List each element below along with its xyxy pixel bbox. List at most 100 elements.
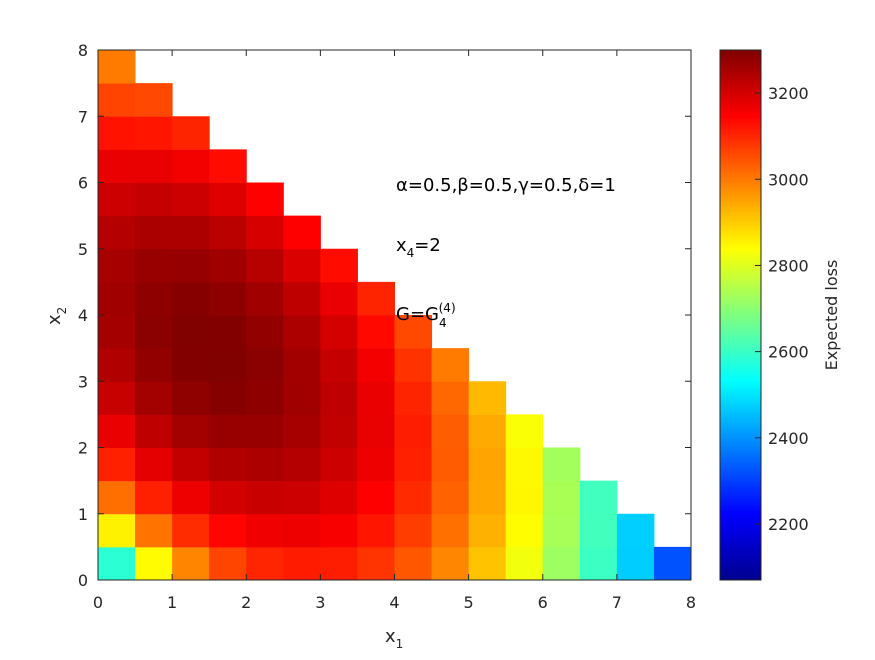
heatmap-cell: [394, 381, 433, 415]
heatmap-cell: [172, 116, 210, 150]
heatmap-cell: [579, 480, 618, 515]
heatmap-cell: [135, 215, 173, 250]
heatmap-cell: [579, 513, 618, 548]
y-tick-label: 4: [78, 306, 88, 325]
heatmap-cell: [283, 248, 321, 283]
heatmap-cell: [98, 281, 136, 316]
heatmap-cell: [209, 281, 247, 316]
heatmap-cell: [209, 480, 247, 515]
heatmap-cell: [542, 447, 581, 482]
heatmap-cell: [505, 414, 544, 448]
heatmap-cell: [246, 381, 284, 415]
heatmap-cell: [172, 381, 210, 415]
heatmap-cell: [98, 381, 136, 415]
heatmap-cell: [616, 513, 655, 548]
heatmap-cell: [357, 315, 395, 349]
heatmap-cell: [172, 281, 210, 316]
y-axis-label: x2: [44, 307, 69, 325]
heatmap-cell: [431, 513, 470, 548]
colorbar-tick-label: 2400: [768, 429, 809, 448]
colorbar-tick-label: 3000: [768, 170, 809, 189]
heatmap-cell: [98, 447, 136, 482]
heatmap-cell: [172, 513, 210, 548]
heatmap: [98, 50, 692, 581]
heatmap-cell: [98, 50, 136, 84]
heatmap-cell: [357, 546, 395, 581]
heatmap-cell: [98, 149, 136, 183]
heatmap-cell: [172, 348, 210, 382]
heatmap-cell: [542, 480, 581, 515]
heatmap-cell: [320, 281, 358, 316]
heatmap-cell: [431, 447, 470, 482]
heatmap-cell: [468, 546, 507, 581]
heatmap-cell: [209, 182, 247, 217]
heatmap-cell: [246, 513, 284, 548]
heatmap-cell: [98, 83, 136, 117]
heatmap-cell: [246, 447, 284, 482]
colorbar-tick-label: 2600: [768, 343, 809, 362]
y-tick-label: 3: [78, 372, 88, 391]
y-tick-label: 7: [78, 107, 88, 126]
heatmap-cell: [209, 414, 247, 448]
x-tick-label: 8: [686, 593, 696, 612]
heatmap-cell: [394, 315, 433, 349]
heatmap-cell: [135, 414, 173, 448]
heatmap-cell: [542, 546, 581, 581]
heatmap-cell: [135, 480, 173, 515]
colorbar-tick-label: 3200: [768, 84, 809, 103]
heatmap-cell: [431, 348, 470, 382]
heatmap-cell: [468, 513, 507, 548]
heatmap-cell: [468, 414, 507, 448]
heatmap-cell: [98, 546, 136, 581]
heatmap-cell: [246, 182, 284, 217]
heatmap-cell: [283, 513, 321, 548]
heatmap-cell: [135, 447, 173, 482]
y-tick-label: 8: [78, 41, 88, 60]
heatmap-cell: [98, 182, 136, 217]
heatmap-cell: [283, 447, 321, 482]
heatmap-cell: [246, 281, 284, 316]
heatmap-cell: [283, 480, 321, 515]
heatmap-cell: [320, 480, 358, 515]
heatmap-cell: [209, 513, 247, 548]
heatmap-cell: [209, 149, 247, 183]
heatmap-cell: [431, 414, 470, 448]
heatmap-cell: [246, 414, 284, 448]
heatmap-cell: [246, 348, 284, 382]
heatmap-cell: [320, 348, 358, 382]
colorbar: [719, 49, 762, 581]
heatmap-cell: [357, 480, 395, 515]
heatmap-cell: [468, 480, 507, 515]
heatmap-cell: [172, 215, 210, 250]
heatmap-cell: [135, 281, 173, 316]
y-tick-label: 0: [78, 571, 88, 590]
heatmap-cell: [468, 381, 507, 415]
heatmap-cell: [505, 546, 544, 581]
heatmap-cell: [98, 116, 136, 150]
y-tick-label: 1: [78, 505, 88, 524]
heatmap-cell: [172, 248, 210, 283]
heatmap-cell: [135, 315, 173, 349]
heatmap-cell: [320, 315, 358, 349]
heatmap-cell: [320, 546, 358, 581]
colorbar-label: Expected loss: [822, 260, 841, 371]
heatmap-cell: [98, 348, 136, 382]
x-tick-label: 2: [241, 593, 251, 612]
heatmap-cell: [135, 348, 173, 382]
heatmap-cell: [135, 248, 173, 283]
x-tick-label: 5: [464, 593, 474, 612]
heatmap-cell: [172, 149, 210, 183]
heatmap-cell: [357, 281, 395, 316]
heatmap-cell: [283, 414, 321, 448]
heatmap-cell: [98, 513, 136, 548]
x-axis-label: x1: [385, 626, 403, 651]
heatmap-cell: [431, 381, 470, 415]
heatmap-cell: [357, 348, 395, 382]
heatmap-cell: [431, 480, 470, 515]
x-tick-label: 6: [538, 593, 548, 612]
heatmap-cell: [209, 248, 247, 283]
heatmap-cell: [579, 546, 618, 581]
heatmap-cell: [468, 447, 507, 482]
heatmap-cell: [283, 546, 321, 581]
heatmap-cell: [357, 414, 395, 448]
